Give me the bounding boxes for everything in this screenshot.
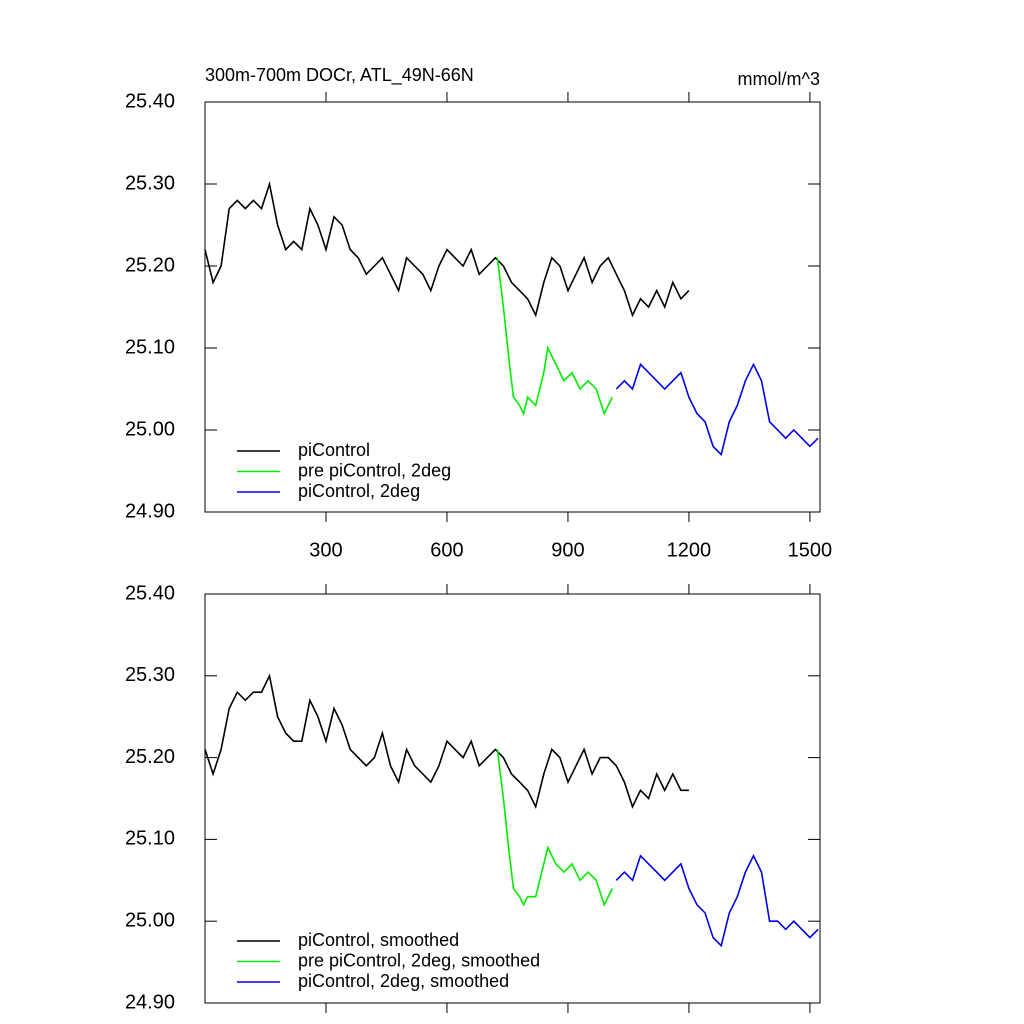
x-tick-label: 900	[551, 539, 584, 561]
series-line	[615, 853, 819, 948]
series-line	[204, 180, 690, 318]
y-tick-label: 25.30	[125, 172, 175, 194]
legend-label: piControl, smoothed	[298, 930, 459, 950]
series-line	[496, 257, 614, 416]
y-tick-label: 25.40	[125, 90, 175, 112]
x-tick-label: 300	[309, 539, 342, 561]
x-tick-label: 1200	[667, 539, 712, 561]
x-tick-label: 1500	[788, 539, 833, 561]
y-tick-label: 25.20	[125, 254, 175, 276]
chart-title: 300m-700m DOCr, ATL_49N-66N	[205, 65, 474, 86]
legend-label: pre piControl, 2deg	[298, 460, 451, 480]
y-tick-label: 25.10	[125, 336, 175, 358]
x-tick-label: 600	[430, 539, 463, 561]
legend-label: pre piControl, 2deg, smoothed	[298, 950, 540, 970]
legend-label: piControl, 2deg	[298, 481, 420, 501]
y-tick-label: 25.20	[125, 746, 175, 768]
plot-frame	[204, 593, 821, 1004]
units-label: mmol/m^3	[738, 69, 820, 89]
series-line	[204, 673, 689, 810]
y-tick-label: 25.00	[125, 418, 175, 440]
legend-label: piControl, 2deg, smoothed	[298, 971, 509, 991]
y-tick-label: 25.40	[125, 582, 175, 604]
y-tick-label: 24.90	[125, 500, 175, 522]
y-tick-label: 25.10	[125, 828, 175, 850]
y-tick-label: 25.30	[125, 664, 175, 686]
y-tick-label: 24.90	[125, 991, 175, 1013]
plot-frame	[204, 101, 821, 513]
legend-label: piControl	[298, 440, 370, 460]
series-line	[615, 362, 819, 457]
y-tick-label: 25.00	[125, 909, 175, 931]
series-line	[496, 749, 614, 907]
